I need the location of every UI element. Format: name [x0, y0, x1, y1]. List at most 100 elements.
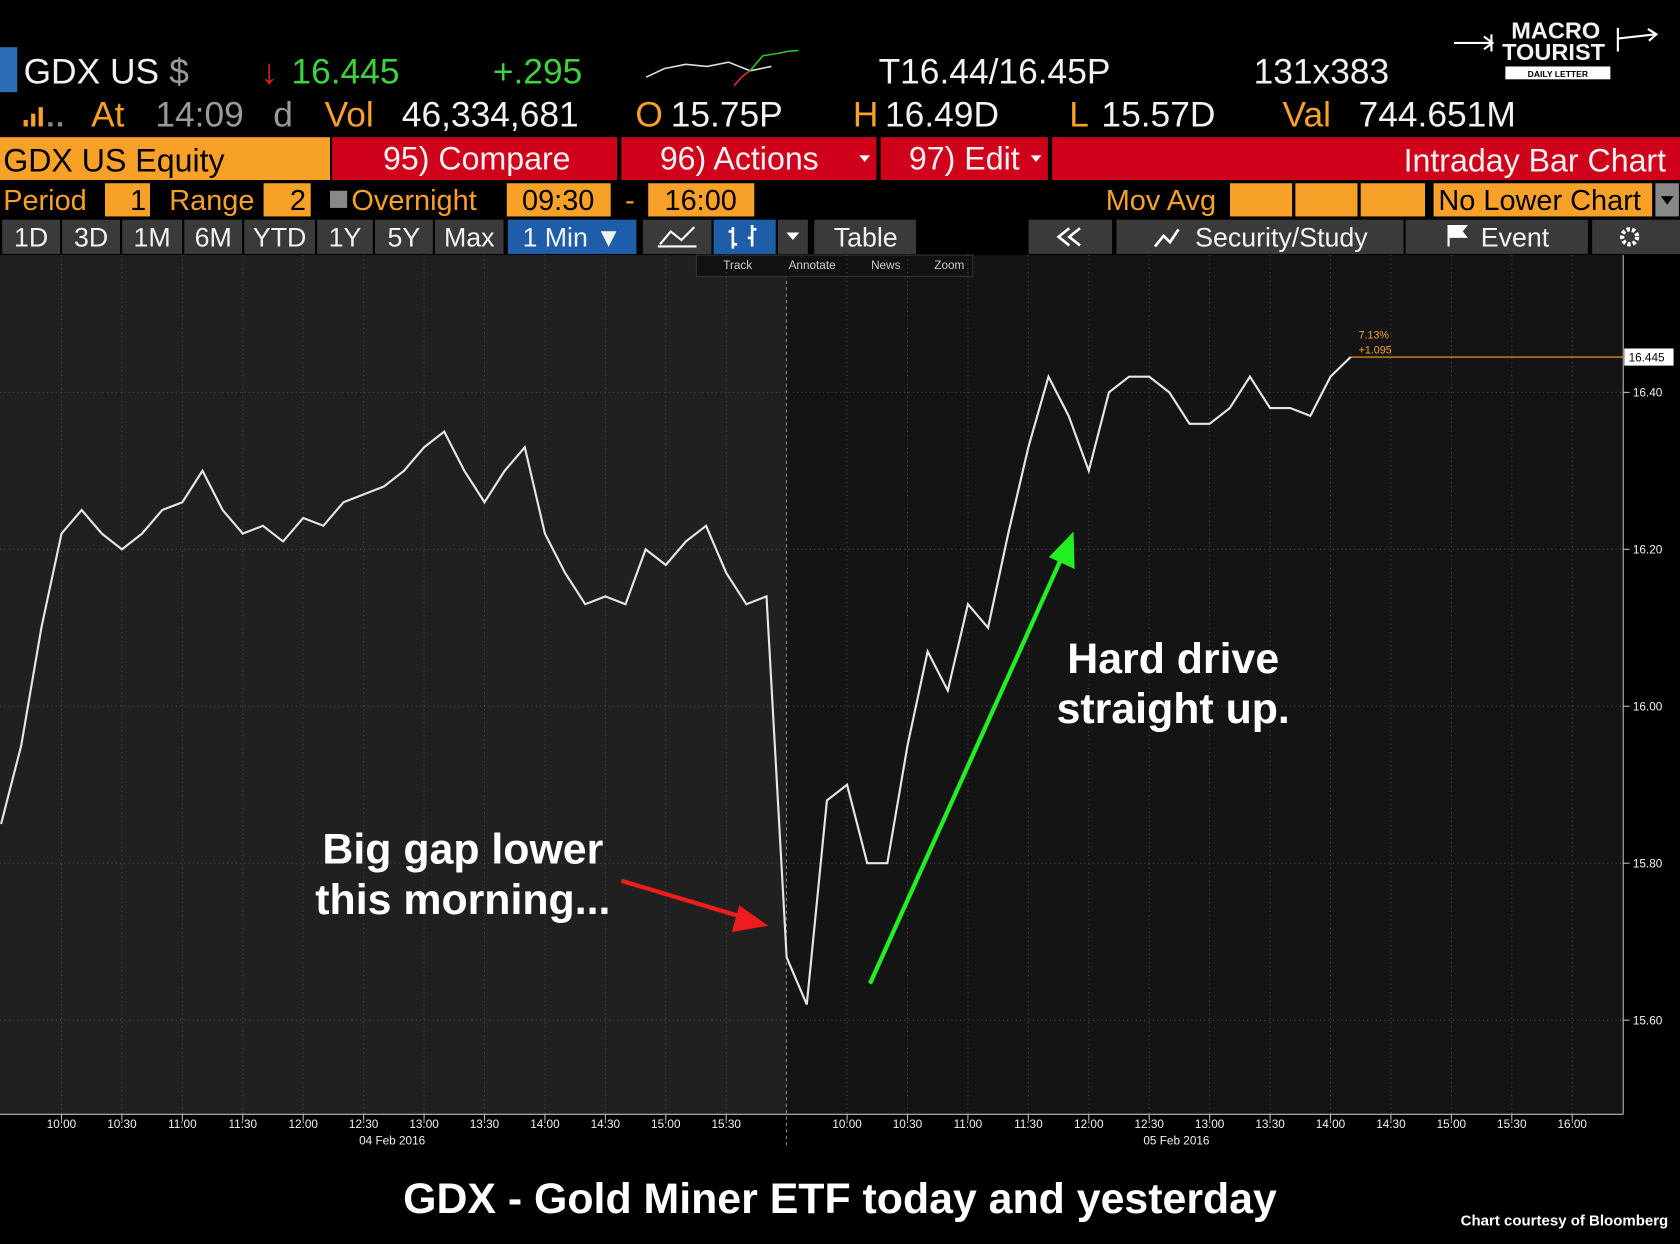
- y-tick-label: 16.40: [1633, 387, 1663, 400]
- range-tab-label[interactable]: 5Y: [388, 222, 421, 252]
- range-tab-label[interactable]: YTD: [253, 222, 307, 252]
- x-tick-label: 14:30: [1376, 1118, 1406, 1131]
- function-button-label[interactable]: 97) Edit: [909, 140, 1020, 176]
- event-label[interactable]: Event: [1481, 222, 1550, 252]
- mov-avg-fields[interactable]: [1230, 183, 1425, 217]
- compare-button[interactable]: [332, 137, 618, 181]
- security-study-label[interactable]: Security/Study: [1195, 222, 1368, 252]
- function-button-label[interactable]: 96) Actions: [660, 140, 819, 176]
- gear-icon: [1620, 227, 1640, 247]
- range-tab-label[interactable]: 1Y: [329, 222, 362, 252]
- open-label: O: [635, 95, 663, 134]
- chart-tool[interactable]: News: [871, 259, 901, 272]
- period-field[interactable]: [105, 183, 150, 217]
- x-tick-label: 11:30: [228, 1118, 257, 1131]
- high-label: H: [853, 95, 879, 134]
- annotation: this morning...: [315, 876, 610, 924]
- range-tab-label[interactable]: 3D: [74, 222, 108, 252]
- x-tick-label: 14:30: [591, 1118, 621, 1131]
- red-arrow: [620, 878, 769, 933]
- last-change-abs: +1.095: [1359, 345, 1392, 357]
- logo-line: TOURIST: [1502, 39, 1606, 65]
- range-tab[interactable]: [317, 219, 373, 254]
- x-tick-label: 11:00: [168, 1118, 197, 1131]
- range-tab[interactable]: [2, 219, 61, 254]
- range-field[interactable]: [263, 183, 311, 217]
- net-change: +.295: [493, 53, 582, 92]
- chart-tool[interactable]: Zoom: [934, 259, 964, 272]
- start-time[interactable]: 09:30: [522, 185, 594, 217]
- plot-day-2: [786, 255, 1624, 1115]
- event-button[interactable]: [1405, 219, 1588, 254]
- bar-chart-button[interactable]: [713, 219, 776, 254]
- study-icon: [1153, 228, 1180, 248]
- chart-tool[interactable]: Track: [723, 259, 752, 272]
- start-field[interactable]: [506, 183, 611, 217]
- function-title: Intraday Bar Chart: [1404, 142, 1667, 178]
- date-label: 04 Feb 2016: [359, 1134, 426, 1147]
- logo-line: DAILY LETTER: [1528, 69, 1589, 79]
- x-tick-label: 13:00: [409, 1118, 439, 1131]
- logo-arrows: [1453, 27, 1659, 52]
- range-tab[interactable]: [244, 219, 315, 254]
- line-icon: [657, 226, 697, 248]
- period-label: Period: [3, 185, 87, 217]
- x-tick-label: 15:30: [1497, 1118, 1527, 1131]
- table-label[interactable]: Table: [834, 222, 898, 252]
- bar-icon: [728, 225, 757, 249]
- date-label: 05 Feb 2016: [1143, 1134, 1210, 1147]
- range-tab[interactable]: [62, 219, 120, 254]
- range-tab-label[interactable]: 1 Min ▼: [522, 222, 621, 252]
- x-tick-label: 11:30: [1014, 1118, 1043, 1131]
- collapse-icon: [1056, 227, 1081, 247]
- chart-toolbar: [695, 254, 974, 277]
- credit: Chart courtesy of Bloomberg: [1461, 1213, 1669, 1230]
- range-tab[interactable]: [507, 219, 637, 254]
- x-tick-label: 14:00: [1316, 1118, 1346, 1131]
- chart-tool[interactable]: Annotate: [789, 259, 837, 272]
- table-button[interactable]: [814, 219, 917, 254]
- range-tab[interactable]: [184, 219, 243, 254]
- currency: $: [169, 53, 189, 92]
- last-price: 16.445: [291, 53, 399, 92]
- range-tab-label[interactable]: Max: [444, 222, 495, 252]
- end-time[interactable]: 16:00: [665, 185, 737, 217]
- range-tab[interactable]: [122, 219, 183, 254]
- last-price-label: 16.445: [1629, 351, 1665, 364]
- dropdown-arrow: [1660, 196, 1674, 205]
- x-tick-label: 15:30: [711, 1118, 741, 1131]
- value-traded: 744.651M: [1359, 95, 1516, 134]
- high: 16.49D: [885, 95, 999, 134]
- price-line: [0, 356, 1352, 1005]
- chart-title: GDX - Gold Miner ETF today and yesterday: [403, 1175, 1277, 1223]
- overnight-checkbox[interactable]: [330, 190, 348, 208]
- volume: 46,334,681: [402, 95, 579, 134]
- range-tab-label[interactable]: 1D: [14, 222, 48, 252]
- end-field[interactable]: [648, 183, 755, 217]
- range-value[interactable]: 2: [290, 185, 306, 217]
- x-tick-label: 12:00: [288, 1118, 318, 1131]
- vol-label: Vol: [325, 95, 374, 134]
- x-tick-label: 10:30: [893, 1118, 923, 1131]
- x-tick-label: 10:00: [47, 1118, 77, 1131]
- sparkline-today: [749, 49, 799, 72]
- period-value[interactable]: 1: [130, 185, 146, 217]
- lower-chart-field[interactable]: [1433, 183, 1653, 217]
- range-tab-label[interactable]: 6M: [195, 222, 232, 252]
- mov-avg-label: Mov Avg: [1106, 185, 1216, 217]
- actions-button[interactable]: [621, 137, 877, 181]
- lower-chart[interactable]: No Lower Chart: [1438, 185, 1640, 217]
- annotation: Hard drive: [1067, 635, 1279, 683]
- function-button-label[interactable]: 95) Compare: [383, 140, 570, 176]
- range-tab[interactable]: [435, 219, 504, 254]
- range-tab[interactable]: [375, 219, 433, 254]
- x-tick-label: 10:00: [832, 1118, 862, 1131]
- annotation: straight up.: [1057, 685, 1290, 733]
- edit-button[interactable]: [880, 137, 1048, 181]
- range-tab-label[interactable]: 1M: [134, 222, 171, 252]
- open: 15.75P: [671, 95, 783, 134]
- security-field[interactable]: [0, 137, 330, 181]
- security[interactable]: GDX US Equity: [3, 142, 224, 178]
- ticker: GDX US: [24, 53, 160, 92]
